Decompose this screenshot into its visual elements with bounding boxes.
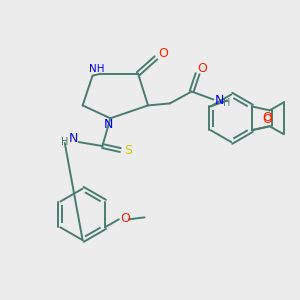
Text: O: O <box>198 62 207 75</box>
Text: N: N <box>215 94 224 107</box>
Text: O: O <box>120 212 130 225</box>
Text: O: O <box>262 111 272 124</box>
Text: O: O <box>158 47 168 60</box>
Text: N: N <box>104 118 113 131</box>
Text: NH: NH <box>89 64 104 74</box>
Text: S: S <box>124 143 132 157</box>
Text: O: O <box>262 113 272 126</box>
Text: H: H <box>61 137 68 147</box>
Text: H: H <box>223 98 230 108</box>
Text: N: N <box>69 132 78 145</box>
